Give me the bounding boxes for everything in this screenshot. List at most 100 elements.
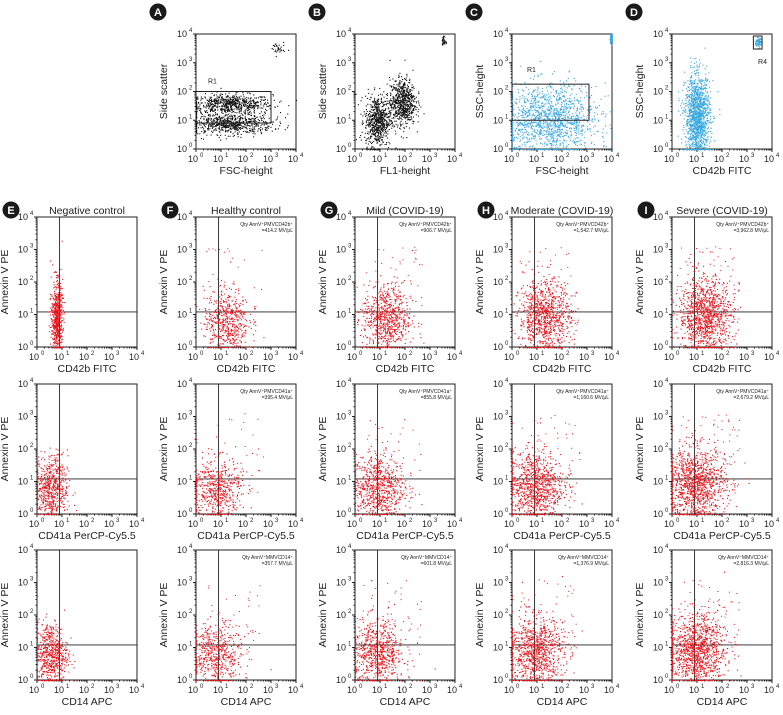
panel-c-event — [565, 104, 567, 106]
panel-c-event — [550, 109, 552, 111]
panel-a-event — [239, 128, 241, 130]
panel-c-event — [531, 137, 533, 139]
panel-a-event — [220, 120, 222, 122]
panel-b-event — [391, 122, 393, 124]
panel-c-event — [567, 120, 569, 122]
panel-b-event — [400, 106, 402, 108]
panel-c-event — [517, 88, 519, 90]
panel-c-event — [535, 101, 537, 103]
panel-d-event — [697, 104, 699, 106]
panel-c-event — [576, 145, 578, 147]
panel-b-event — [394, 80, 396, 82]
panel-a-event — [246, 125, 248, 127]
panel-a-event — [249, 120, 251, 122]
panel-b-event — [402, 123, 404, 125]
panel-a-event — [263, 114, 265, 116]
panel-c-event — [554, 120, 556, 122]
panel-a-event — [225, 98, 227, 100]
panel-c-event — [567, 98, 569, 100]
panel-a-event — [210, 119, 212, 121]
panel-d-event — [691, 128, 693, 130]
panel-b-event — [375, 139, 377, 141]
panel-c-event — [589, 123, 591, 125]
panel-b-event — [411, 118, 413, 120]
panel-c-event — [565, 120, 567, 122]
panel-b-event — [370, 97, 372, 99]
panel-c-event — [550, 97, 552, 99]
panel-c-event — [558, 99, 560, 101]
panel-c-event — [556, 139, 558, 141]
panel-a-event — [239, 108, 241, 110]
panel-b-event — [384, 100, 386, 102]
panel-c-event — [518, 113, 520, 115]
panel-c-event — [545, 132, 547, 134]
panel-b-event — [380, 135, 382, 137]
panel-a-event — [206, 111, 208, 113]
panel-d-event — [706, 91, 708, 93]
panel-a-event — [263, 96, 265, 98]
panel-a-event — [208, 118, 210, 120]
panel-c-event — [561, 87, 563, 89]
panel-c-event — [571, 141, 573, 143]
panel-a-event — [248, 100, 250, 102]
panel-a-event — [264, 102, 266, 104]
panel-b-event — [404, 98, 406, 100]
panel-b-event — [375, 114, 377, 116]
panel-a-event — [247, 114, 249, 116]
panel-c-event — [546, 115, 548, 117]
panel-c-event — [574, 105, 576, 107]
panel-a-event — [256, 104, 258, 106]
panel-b-event — [371, 135, 373, 137]
panel-b-event — [365, 105, 367, 107]
panel-c-event — [537, 124, 539, 126]
panel-a-event — [279, 121, 281, 123]
panel-d-event — [692, 132, 694, 134]
panel-a-event — [279, 49, 281, 51]
panel-a-event — [228, 120, 230, 122]
panel-a-event — [196, 107, 198, 109]
panel-c-event — [585, 86, 587, 88]
panel-b-event — [385, 93, 387, 95]
panel-c-event — [565, 91, 567, 93]
panel-c-event — [562, 145, 564, 147]
panel-b-event — [406, 109, 408, 111]
panel-c-event — [558, 118, 560, 120]
panel-b-event — [370, 135, 372, 137]
panel-b-event — [360, 113, 362, 115]
panel-a-ytick-label: 10 — [177, 144, 187, 154]
panel-b-event — [379, 144, 381, 146]
panel-b-event — [392, 78, 394, 80]
panel-a-event — [196, 106, 198, 108]
panel-b-event — [373, 101, 375, 103]
panel-c-event — [548, 114, 550, 116]
panel-c-event — [532, 121, 534, 123]
panel-b-event — [366, 124, 368, 126]
panel-c-event — [568, 101, 570, 103]
panel-a-event — [246, 106, 248, 108]
panel-c-event — [546, 116, 548, 118]
panel-a-event — [196, 120, 198, 122]
panel-c-event — [520, 124, 522, 126]
panel-c-event — [589, 106, 591, 108]
panel-d-event — [712, 80, 714, 82]
panel-a-event — [244, 126, 246, 128]
panel-c-event — [548, 134, 550, 136]
panel-a-event — [245, 119, 247, 121]
panel-b-event — [389, 124, 391, 126]
panel-c-event — [544, 95, 546, 97]
panel-a-event — [232, 128, 234, 130]
panel-a-event — [245, 118, 247, 120]
panel-a-event — [206, 99, 208, 101]
panel-a-event — [211, 123, 213, 125]
panel-d-event — [701, 92, 703, 94]
panel-b-event — [399, 100, 401, 102]
panel-d-event — [687, 106, 689, 108]
panel-b-event — [402, 93, 404, 95]
panel-b-event — [403, 103, 405, 105]
panel-c-event — [531, 122, 533, 124]
panel-a-event — [263, 105, 265, 107]
panel-a-event — [260, 130, 262, 132]
panel-c-event — [576, 127, 578, 129]
panel-b-event — [402, 92, 404, 94]
panel-a-event — [236, 120, 238, 122]
